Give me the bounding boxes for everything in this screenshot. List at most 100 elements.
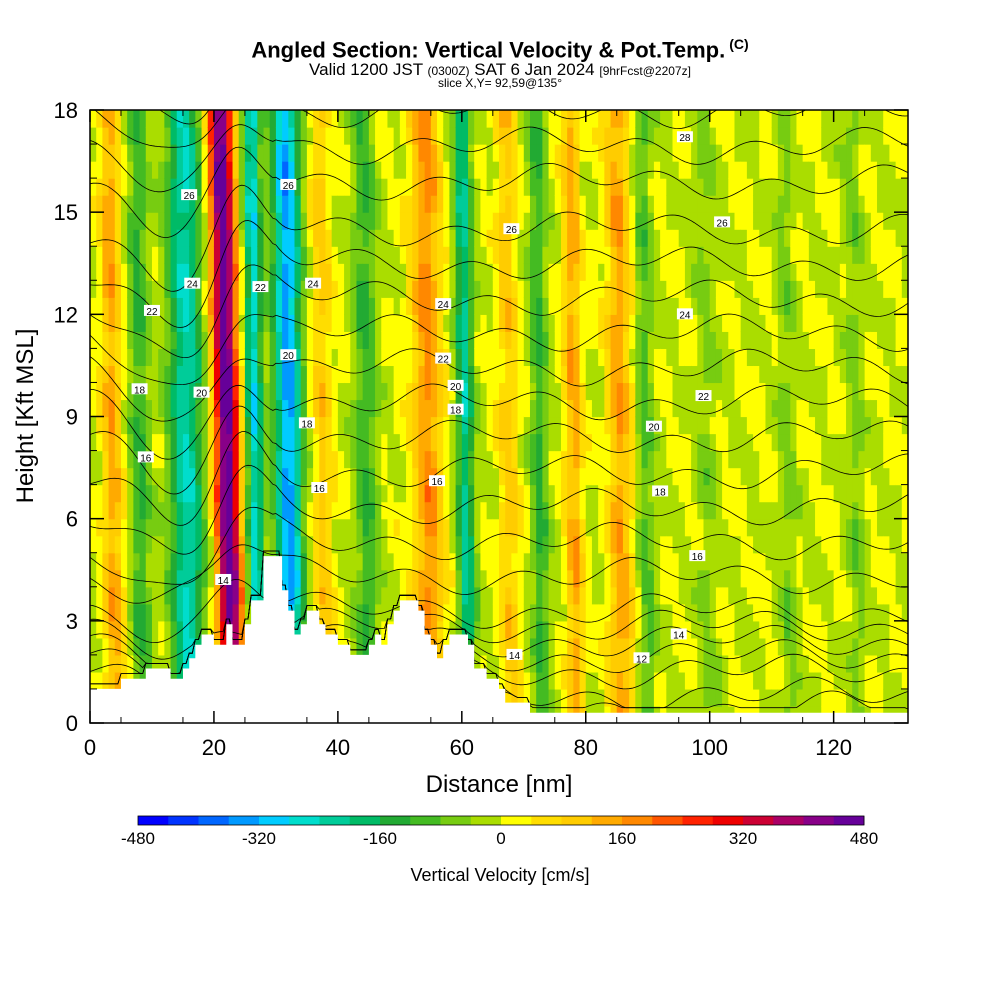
velocity-cell — [400, 212, 407, 230]
velocity-cell — [214, 178, 221, 196]
velocity-cell — [369, 399, 376, 417]
velocity-cell — [765, 434, 772, 452]
velocity-cell — [654, 331, 661, 349]
velocity-cell — [158, 434, 165, 452]
velocity-cell — [127, 178, 134, 196]
velocity-cell — [319, 434, 326, 452]
velocity-cell — [195, 229, 202, 247]
velocity-cell — [580, 485, 587, 503]
velocity-cell — [381, 536, 388, 554]
velocity-cell — [728, 587, 735, 605]
velocity-cell — [406, 553, 413, 571]
velocity-cell — [536, 331, 543, 349]
velocity-cell — [189, 468, 196, 486]
velocity-cell — [604, 502, 611, 520]
velocity-cell — [728, 434, 735, 452]
velocity-cell — [437, 110, 444, 128]
velocity-cell — [542, 297, 549, 315]
velocity-cell — [871, 519, 878, 537]
velocity-cell — [846, 604, 853, 622]
velocity-cell — [332, 365, 339, 383]
velocity-cell — [480, 297, 487, 315]
velocity-cell — [121, 229, 128, 247]
velocity-cell — [208, 195, 215, 213]
velocity-cell — [226, 485, 233, 503]
velocity-cell — [883, 536, 890, 554]
velocity-cell — [821, 468, 828, 486]
velocity-cell — [325, 553, 332, 571]
velocity-cell — [133, 229, 140, 247]
velocity-cell — [877, 229, 884, 247]
velocity-cell — [301, 365, 308, 383]
velocity-cell — [171, 536, 178, 554]
velocity-cell — [133, 212, 140, 230]
velocity-cell — [387, 314, 394, 332]
velocity-cell — [759, 110, 766, 128]
velocity-cell — [542, 570, 549, 588]
velocity-cell — [772, 246, 779, 264]
velocity-cell — [381, 229, 388, 247]
velocity-cell — [412, 451, 419, 469]
velocity-cell — [753, 417, 760, 435]
velocity-cell — [400, 553, 407, 571]
velocity-cell — [635, 553, 642, 571]
velocity-cell — [865, 672, 872, 690]
velocity-cell — [871, 485, 878, 503]
velocity-cell — [573, 570, 580, 588]
velocity-cell — [542, 621, 549, 639]
velocity-cell — [629, 144, 636, 162]
velocity-cell — [759, 212, 766, 230]
velocity-cell — [623, 280, 630, 298]
velocity-cell — [313, 536, 320, 554]
velocity-cell — [635, 195, 642, 213]
velocity-cell — [226, 212, 233, 230]
velocity-cell — [883, 246, 890, 264]
colorbar-swatch — [441, 816, 472, 825]
velocity-cell — [288, 229, 295, 247]
velocity-cell — [270, 229, 277, 247]
velocity-cell — [319, 502, 326, 520]
velocity-cell — [449, 502, 456, 520]
velocity-cell — [896, 536, 903, 554]
velocity-cell — [474, 587, 481, 605]
velocity-cell — [121, 280, 128, 298]
velocity-cell — [220, 365, 227, 383]
velocity-cell — [871, 110, 878, 128]
velocity-cell — [152, 178, 159, 196]
velocity-cell — [803, 348, 810, 366]
velocity-cell — [295, 553, 302, 571]
velocity-cell — [468, 144, 475, 162]
velocity-cell — [629, 553, 636, 571]
velocity-cell — [889, 399, 896, 417]
velocity-cell — [803, 434, 810, 452]
velocity-cell — [245, 178, 252, 196]
velocity-cell — [728, 110, 735, 128]
velocity-cell — [871, 365, 878, 383]
velocity-cell — [325, 399, 332, 417]
velocity-cell — [796, 314, 803, 332]
velocity-cell — [642, 195, 649, 213]
velocity-cell — [549, 382, 556, 400]
velocity-cell — [617, 212, 624, 230]
velocity-cell — [654, 587, 661, 605]
velocity-cell — [474, 519, 481, 537]
velocity-cell — [400, 536, 407, 554]
velocity-cell — [815, 297, 822, 315]
velocity-cell — [865, 689, 872, 707]
velocity-cell — [350, 195, 357, 213]
velocity-cell — [276, 519, 283, 537]
velocity-cell — [264, 331, 271, 349]
colorbar-swatch — [562, 816, 593, 825]
velocity-cell — [611, 434, 618, 452]
velocity-cell — [586, 229, 593, 247]
velocity-cell — [164, 263, 171, 281]
velocity-cell — [896, 144, 903, 162]
velocity-cell — [896, 297, 903, 315]
velocity-cell — [177, 212, 184, 230]
velocity-cell — [871, 246, 878, 264]
velocity-cell — [772, 314, 779, 332]
velocity-cell — [381, 263, 388, 281]
velocity-cell — [846, 144, 853, 162]
velocity-cell — [257, 570, 264, 588]
velocity-cell — [152, 570, 159, 588]
